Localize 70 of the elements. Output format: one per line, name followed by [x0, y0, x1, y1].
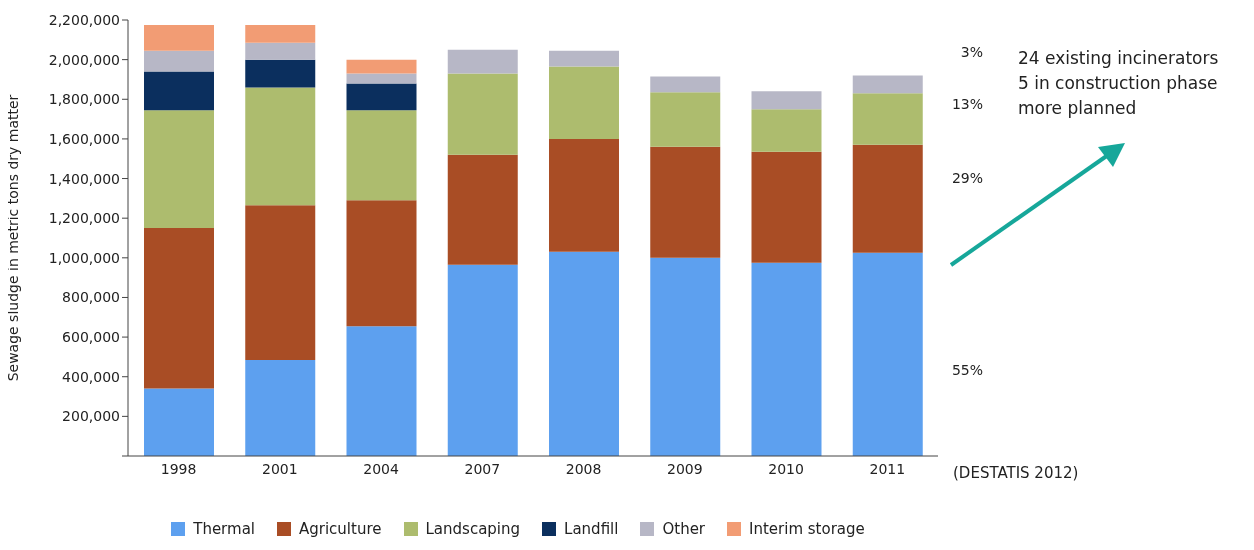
- bar: [245, 87, 316, 206]
- y-tick-label: 400,000: [62, 368, 120, 385]
- bar: [447, 264, 518, 456]
- bar: [650, 76, 721, 93]
- y-tick-label: 2,000,000: [48, 51, 120, 68]
- bar: [144, 71, 214, 111]
- bar: [245, 359, 316, 456]
- bar: [852, 75, 923, 94]
- y-tick-label: 1,600,000: [48, 130, 120, 147]
- legend-label: Landfill: [563, 520, 619, 538]
- y-tick-label: 2,200,000: [48, 11, 120, 28]
- bar: [346, 200, 417, 327]
- y-tick-label: 1,000,000: [48, 249, 120, 266]
- bar: [245, 42, 316, 60]
- x-tick-label: 2011: [869, 460, 906, 477]
- x-tick-label: 1998: [160, 460, 197, 477]
- bar: [245, 205, 316, 360]
- legend-label: Other: [661, 520, 706, 538]
- y-tick-label: 1,200,000: [48, 210, 120, 227]
- y-axis-title: Sewage sludge in metric tons dry matter: [4, 94, 21, 382]
- bar: [144, 50, 214, 72]
- bar: [144, 24, 214, 51]
- text: 55%: [950, 362, 983, 378]
- bar: [650, 257, 721, 456]
- bar: [346, 326, 417, 456]
- y-tick-label: 200,000: [62, 408, 120, 425]
- y-tick-label: 600,000: [62, 329, 120, 346]
- text: 24 existing incinerators 5 in construction phase more planned: [1018, 47, 1219, 120]
- text: (DESTATIS 2012): [953, 464, 1079, 482]
- bar: [549, 138, 619, 252]
- bar: [144, 388, 214, 456]
- bar: [447, 49, 518, 74]
- legend-label: Thermal: [192, 520, 255, 538]
- bar: [751, 262, 822, 456]
- x-tick-label: 2010: [768, 460, 804, 477]
- bar: [549, 50, 619, 67]
- x-tick-label: 2008: [565, 460, 602, 477]
- y-tick-label: 1,800,000: [48, 91, 120, 108]
- bar: [852, 93, 923, 145]
- bar: [346, 110, 417, 201]
- bar: [144, 110, 214, 229]
- text: 29%: [950, 170, 983, 186]
- text: 3%: [959, 44, 983, 60]
- bar: [144, 228, 214, 389]
- x-tick-label: 2009: [667, 460, 703, 477]
- bar: [751, 91, 822, 110]
- bar: [549, 251, 619, 456]
- bar: [650, 146, 721, 258]
- legend-label: Interim storage: [748, 520, 865, 538]
- x-tick-label: 2004: [363, 460, 400, 477]
- bar: [751, 151, 822, 263]
- x-tick-label: 2007: [464, 460, 501, 477]
- bar: [852, 144, 923, 253]
- bar: [650, 92, 721, 147]
- y-tick-label: 800,000: [62, 289, 120, 306]
- bar: [346, 59, 417, 74]
- bar: [751, 109, 822, 152]
- text: 13%: [950, 96, 983, 112]
- bar: [852, 252, 923, 456]
- x-tick-label: 2001: [262, 460, 298, 477]
- bar: [245, 59, 316, 88]
- bar: [245, 24, 316, 43]
- bar: [447, 73, 518, 155]
- y-tick-label: 1,400,000: [48, 170, 120, 187]
- bar: [346, 83, 417, 111]
- bar: [549, 66, 619, 139]
- legend-label: Agriculture: [298, 520, 382, 538]
- bar: [346, 73, 417, 84]
- bar: [447, 154, 518, 265]
- legend-label: Landscaping: [424, 520, 521, 538]
